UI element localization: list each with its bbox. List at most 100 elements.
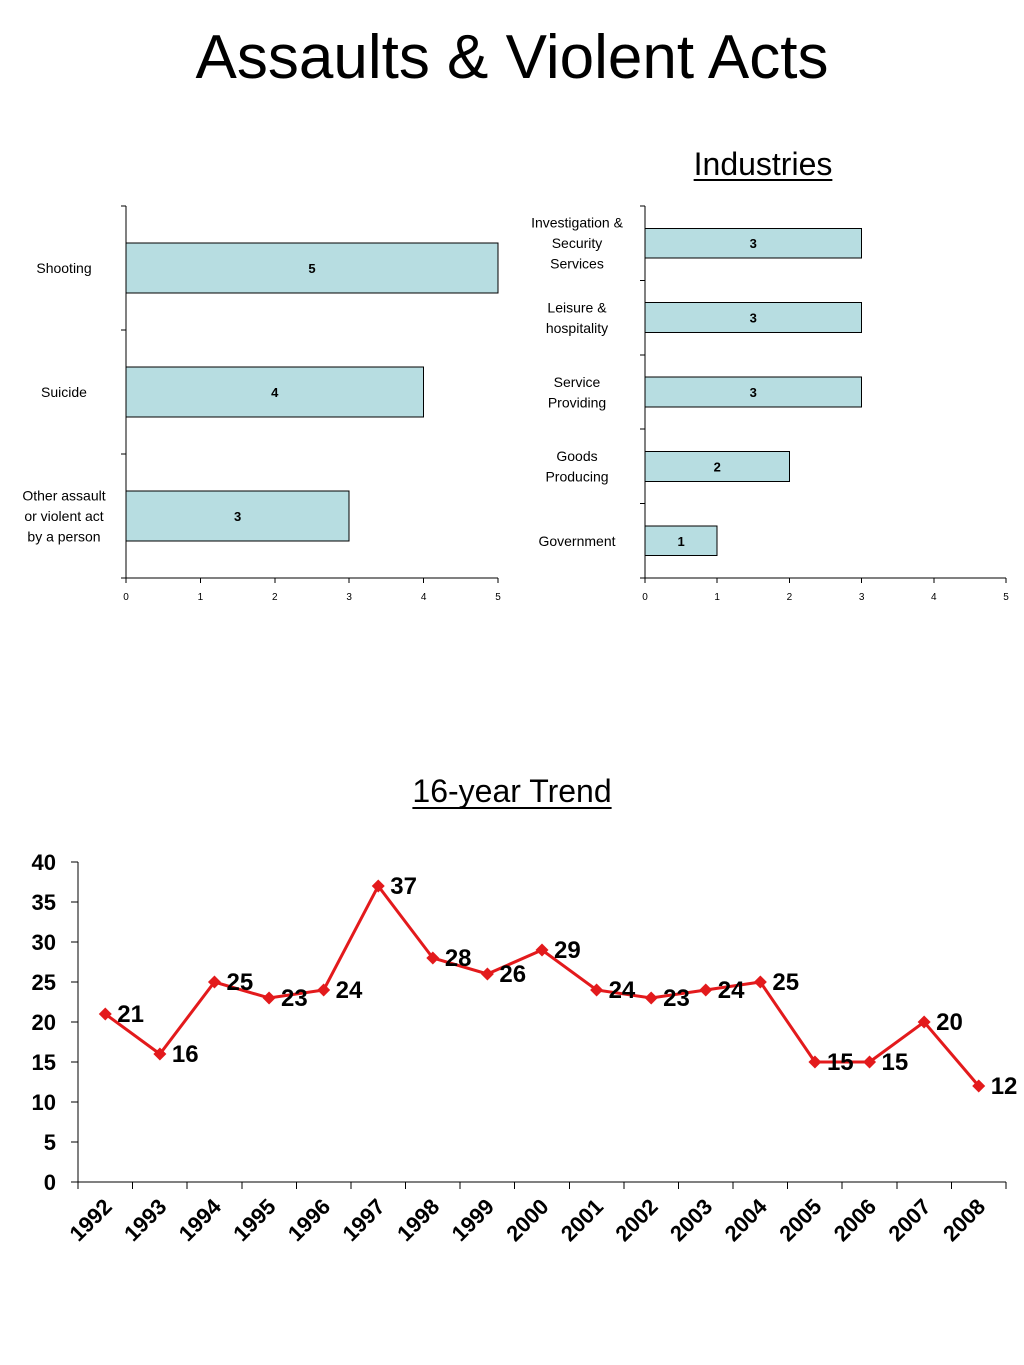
- data-point: [917, 1015, 931, 1029]
- data-label: 24: [718, 977, 745, 1004]
- y-tick-label: 40: [32, 850, 56, 875]
- data-point: [98, 1007, 112, 1021]
- x-tick-label: 1993: [119, 1194, 171, 1246]
- data-point: [535, 943, 549, 957]
- x-tick-label: 1999: [447, 1194, 499, 1246]
- data-point: [371, 879, 385, 893]
- data-point: [590, 983, 604, 997]
- data-point: [753, 975, 767, 989]
- y-tick-label: 0: [44, 1170, 56, 1195]
- bar-chart-1: 0 1 2 3 4 5 5 Shooting 4 Suicide 3 Other assault or …: [22, 205, 501, 603]
- bar: [644, 302, 863, 333]
- x-tick-label: 2008: [938, 1194, 990, 1246]
- data-point: [863, 1055, 877, 1069]
- data-label: 37: [390, 873, 417, 900]
- data-label: 20: [936, 1009, 963, 1036]
- x-tick-label: 1992: [65, 1194, 117, 1246]
- x-tick-label: 3: [346, 592, 352, 603]
- bar: [644, 451, 790, 482]
- x-tick-label: 0: [642, 592, 648, 603]
- category-label: Other assault or violent act by a person: [22, 488, 105, 545]
- x-tick-label: 2: [272, 592, 278, 603]
- data-label: 25: [772, 969, 799, 996]
- data-label: 23: [281, 985, 308, 1012]
- x-tick-label: 5: [1003, 592, 1009, 603]
- category-label: Government: [538, 533, 615, 549]
- data-point: [972, 1079, 986, 1093]
- x-tick-label: 1995: [228, 1194, 280, 1246]
- x-tick-label: 2000: [501, 1194, 553, 1246]
- y-tick-label: 35: [32, 890, 56, 915]
- x-tick-label: 2001: [556, 1194, 608, 1246]
- x-tick-label: 2005: [774, 1194, 826, 1246]
- x-tick-label: 2002: [610, 1194, 662, 1246]
- data-label: 16: [172, 1041, 199, 1068]
- data-label: 28: [445, 945, 472, 972]
- data-label: 24: [609, 977, 636, 1004]
- x-tick-label: 2006: [829, 1194, 881, 1246]
- bar-value-label: 3: [750, 385, 757, 400]
- bar-chart-2: Industries 0 1 2 3 4 5 3 Investigation & Security…: [531, 146, 1009, 603]
- bar-value-label: 3: [750, 311, 757, 326]
- data-label: 29: [554, 937, 581, 964]
- x-tick-label: 1996: [283, 1194, 335, 1246]
- data-label: 24: [336, 977, 363, 1004]
- x-tick-label: 3: [859, 592, 865, 603]
- data-point: [317, 983, 331, 997]
- x-tick-label: 5: [495, 592, 501, 603]
- category-label: Goods Producing: [545, 448, 608, 485]
- data-label: 15: [882, 1049, 909, 1076]
- y-tick-label: 15: [32, 1050, 56, 1075]
- y-tick-label: 30: [32, 930, 56, 955]
- bar: [644, 525, 718, 557]
- page-title: Assaults & Violent Acts: [195, 23, 829, 92]
- x-tick-label: 1997: [337, 1194, 389, 1246]
- bar: [644, 227, 863, 259]
- y-tick-label: 5: [44, 1130, 56, 1155]
- data-point: [262, 991, 276, 1005]
- data-point: [426, 951, 440, 965]
- x-tick-label: 2007: [883, 1194, 935, 1246]
- data-label: 25: [226, 969, 253, 996]
- data-label: 23: [663, 985, 690, 1012]
- category-label: Service Providing: [548, 374, 606, 411]
- bar-value-label: 3: [750, 236, 757, 251]
- data-point: [699, 983, 713, 997]
- x-tick-label: 2003: [665, 1194, 717, 1246]
- x-tick-label: 0: [123, 592, 129, 603]
- y-tick-label: 25: [32, 970, 56, 995]
- y-tick-label: 20: [32, 1010, 56, 1035]
- x-tick-label: 2: [787, 592, 793, 603]
- x-tick-label: 1994: [174, 1193, 227, 1246]
- x-tick-label: 1: [714, 592, 720, 603]
- data-label: 26: [499, 961, 526, 988]
- x-tick-label: 1: [198, 592, 204, 603]
- x-tick-label: 4: [931, 592, 937, 603]
- data-label: 15: [827, 1049, 854, 1076]
- data-point: [153, 1047, 167, 1061]
- bar-value-label: 4: [271, 385, 279, 400]
- data-point: [808, 1055, 822, 1069]
- category-label: Leisure & hospitality: [546, 299, 608, 336]
- bar-value-label: 1: [677, 534, 684, 549]
- category-label: Suicide: [41, 384, 87, 400]
- bar: [644, 376, 863, 408]
- x-tick-label: 4: [421, 592, 427, 603]
- y-tick-label: 10: [32, 1090, 56, 1115]
- bar: [125, 490, 350, 542]
- bar-value-label: 3: [234, 509, 241, 524]
- data-point: [207, 975, 221, 989]
- bar: [125, 242, 499, 294]
- x-tick-label: 2004: [720, 1193, 773, 1246]
- bar-value-label: 5: [308, 261, 315, 276]
- category-label: Shooting: [36, 260, 91, 276]
- data-point: [644, 991, 658, 1005]
- chart-title: 16-year Trend: [412, 773, 611, 809]
- bar: [125, 366, 425, 418]
- x-tick-label: 1998: [392, 1194, 444, 1246]
- data-label: 21: [117, 1001, 144, 1028]
- category-label: Investigation & Security Services: [531, 215, 623, 272]
- data-label: 12: [991, 1073, 1018, 1100]
